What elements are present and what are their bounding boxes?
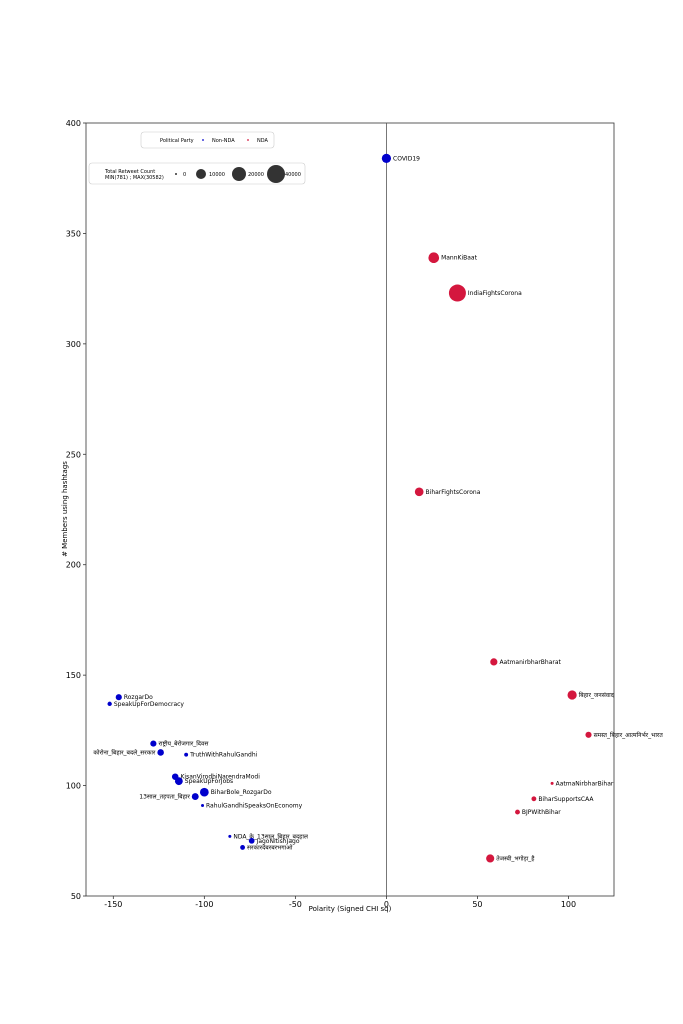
- data-point: [490, 658, 498, 666]
- size-legend-range: MIN(781) ; MAX(30582): [105, 175, 164, 181]
- x-tick-label: 0: [384, 900, 389, 909]
- y-axis-label: # Members using hashtags: [61, 461, 69, 557]
- legend-nda-label: NDA: [257, 138, 269, 144]
- data-point: [157, 749, 164, 756]
- size-legend-label-10000: 10000: [209, 172, 225, 178]
- data-point-label: SpeakUpForDemocracy: [114, 701, 185, 708]
- data-point: [150, 740, 157, 747]
- x-tick-label: 100: [561, 900, 576, 909]
- data-point: [184, 752, 189, 757]
- data-point-label: BiharFightsCorona: [426, 489, 481, 496]
- party-legend-title: Political Party: [160, 138, 194, 144]
- data-point-label: 13साल_तड़पता_बिहार: [139, 793, 190, 801]
- data-point: [174, 777, 183, 786]
- data-point-label: कोरोना_बिहार_बदले_सरकार: [93, 748, 156, 756]
- y-tick-label: 200: [66, 561, 81, 570]
- data-point: [115, 694, 122, 701]
- size-legend-title: Total Retweet Count: [104, 169, 155, 175]
- data-points: COVID19 MannKiBaat IndiaFightsCorona BiharF…: [93, 153, 664, 863]
- data-point-label: IndiaFightsCorona: [468, 290, 522, 297]
- data-point: [199, 787, 209, 797]
- data-point: [585, 731, 592, 738]
- data-point-label: समस्त_बिहार_आत्मनिर्भर_भारत: [594, 731, 664, 739]
- data-point: [414, 487, 424, 497]
- data-point: [248, 837, 255, 844]
- x-axis-label: Polarity (Signed CHI sq): [309, 905, 392, 913]
- data-point: [240, 844, 246, 850]
- data-point-label: SpeakUpForJobs: [185, 778, 233, 785]
- data-point-label: बिहार_जनसंवाद: [579, 691, 615, 699]
- data-point: [381, 153, 392, 163]
- data-point: [448, 284, 466, 302]
- data-point: [567, 690, 577, 700]
- party-legend: Political Party Non-NDA NDA: [140, 131, 275, 149]
- data-point-label: सरकारदेबरबरभगाओ: [247, 843, 293, 851]
- data-point: [107, 701, 112, 707]
- data-point-label: BiharBole_RozgarDo: [211, 789, 272, 796]
- data-point: [191, 793, 199, 801]
- data-point: [550, 781, 554, 785]
- data-point-label: RozgarDo: [124, 694, 153, 701]
- x-tick-label: -100: [195, 900, 213, 909]
- data-point-label: KisanVirodhiNarendraModi: [180, 774, 260, 781]
- size-legend: Total Retweet Count MIN(781) ; MAX(30582…: [88, 162, 306, 185]
- data-point: [486, 854, 495, 863]
- data-point-label: TruthWithRahulGandhi: [189, 752, 258, 759]
- size-legend-label-0: 0: [183, 172, 186, 178]
- y-tick-label: 300: [66, 340, 81, 349]
- y-tick-label: 250: [66, 450, 81, 459]
- data-point: [531, 796, 537, 802]
- x-tick-label: -150: [104, 900, 122, 909]
- legend-non-nda-marker: [202, 139, 204, 141]
- data-point-label: AatmanirbharBharat: [499, 659, 561, 666]
- data-point-label: BiharSupportsCAA: [538, 796, 594, 803]
- size-legend-label-20000: 20000: [248, 172, 264, 178]
- data-point-label: तेजस्वी_भगोड़ा_है: [496, 854, 535, 862]
- plot-frame: [85, 122, 615, 897]
- y-tick-label: 400: [66, 119, 81, 128]
- data-point-label: राष्ट्रीय_बेरोजगार_दिवस: [158, 740, 209, 748]
- data-point-label: BJPWithBihar: [522, 809, 561, 816]
- size-legend-marker-10000: [196, 169, 206, 179]
- size-legend-label-40000: 40000: [285, 172, 301, 178]
- size-legend-marker-0: [175, 173, 177, 175]
- data-point: [515, 809, 520, 815]
- data-point: [228, 834, 232, 838]
- x-tick-label: 50: [472, 900, 482, 909]
- y-tick-label: 150: [66, 671, 81, 680]
- y-axis: 50 100 150 200 250 300 350 400: [66, 119, 86, 901]
- y-tick-label: 350: [66, 229, 81, 238]
- y-tick-label: 50: [71, 892, 81, 901]
- legend-non-nda-label: Non-NDA: [212, 138, 235, 144]
- data-point-label: COVID19: [393, 155, 420, 162]
- data-point-label: RahulGandhiSpeaksOnEconomy: [206, 802, 303, 809]
- data-point: [201, 803, 205, 807]
- y-tick-label: 100: [66, 782, 81, 791]
- party-legend-box: [140, 131, 275, 149]
- data-point-label: JagoNitishJago: [256, 838, 300, 845]
- legend-nda-marker: [247, 139, 249, 141]
- size-legend-marker-40000: [267, 165, 285, 183]
- data-point: [428, 252, 440, 264]
- data-point-label: MannKiBaat: [441, 255, 478, 262]
- data-point-label: AatmaNirbharBihar: [556, 780, 614, 787]
- x-axis: -150 -100 -50 0 50 100: [104, 896, 576, 909]
- data-point-label: NDA_के_13साल_बिहार_बदहाल: [233, 832, 309, 840]
- x-tick-label: -50: [289, 900, 302, 909]
- size-legend-marker-20000: [232, 167, 246, 181]
